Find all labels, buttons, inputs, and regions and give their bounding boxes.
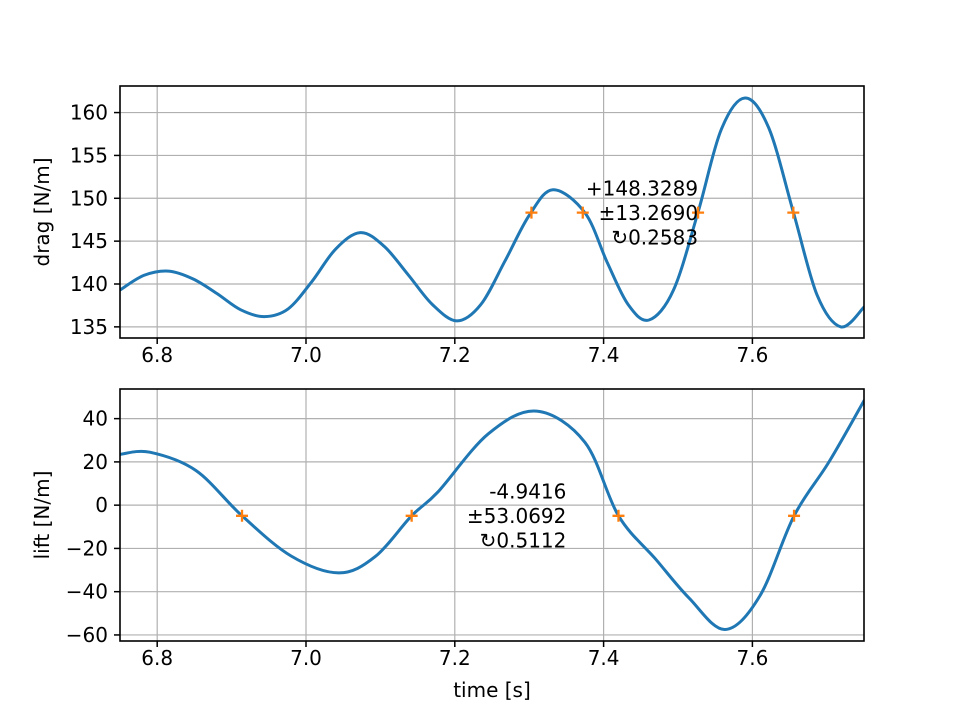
y-tick-label: −40 — [66, 580, 108, 604]
x-tick-label: 7.6 — [736, 343, 768, 367]
y-tick-label: 20 — [83, 450, 108, 474]
annotation-line: -4.9416 — [489, 480, 566, 504]
series-line-drag — [120, 96, 864, 329]
y-tick-label: 155 — [70, 143, 108, 167]
y-tick-label: 150 — [70, 186, 108, 210]
y-tick-label: 135 — [70, 315, 108, 339]
mean-crossing-marker — [787, 206, 800, 219]
annotation-line: ↻0.5112 — [480, 529, 567, 553]
y-tick-label: −20 — [66, 536, 108, 560]
annotation-line: +148.3289 — [586, 176, 698, 200]
series-line-lift — [120, 399, 864, 632]
x-tick-label: 7.2 — [439, 343, 471, 367]
subplot-lift: 6.8 7.0 7.2 7.4 7.6 40 20 0 −20 −40 −60 lift [N/m] -… — [30, 388, 865, 670]
x-tick-label: 7.4 — [588, 646, 620, 670]
y-tick-label: 40 — [83, 407, 108, 431]
x-tick-label: 7.6 — [736, 646, 768, 670]
y-tick-label: 145 — [70, 229, 108, 253]
x-tick-label: 6.8 — [141, 343, 173, 367]
mean-crossing-marker — [692, 206, 705, 219]
y-tick-label: −60 — [66, 623, 108, 647]
subplot-drag: 6.8 7.0 7.2 7.4 7.6 135 140 145 150 155 160 drag [N… — [30, 85, 865, 367]
y-axis-label: lift [N/m] — [30, 471, 54, 560]
mean-crossing-marker — [236, 509, 249, 522]
annotation-line: ±13.2690 — [599, 201, 698, 225]
mean-crossing-marker — [788, 509, 801, 522]
annotation-line: ±53.0692 — [467, 504, 566, 528]
x-tick-label: 7.2 — [439, 646, 471, 670]
mean-crossing-marker — [525, 206, 538, 219]
mean-crossing-marker — [576, 206, 589, 219]
annotation-line: ↻0.2583 — [611, 225, 698, 249]
x-axis-label: time [s] — [453, 678, 531, 702]
axes-spine — [119, 85, 865, 339]
y-tick-label: 160 — [70, 101, 108, 125]
y-tick-label: 0 — [95, 493, 108, 517]
x-tick-label: 7.0 — [290, 343, 322, 367]
y-tick-label: 140 — [70, 272, 108, 296]
mean-crossing-marker — [405, 509, 418, 522]
x-tick-label: 6.8 — [141, 646, 173, 670]
x-tick-label: 7.0 — [290, 646, 322, 670]
x-tick-label: 7.4 — [588, 343, 620, 367]
y-axis-label: drag [N/m] — [30, 157, 54, 266]
axes-spine — [119, 388, 865, 642]
mean-crossing-marker — [612, 509, 625, 522]
